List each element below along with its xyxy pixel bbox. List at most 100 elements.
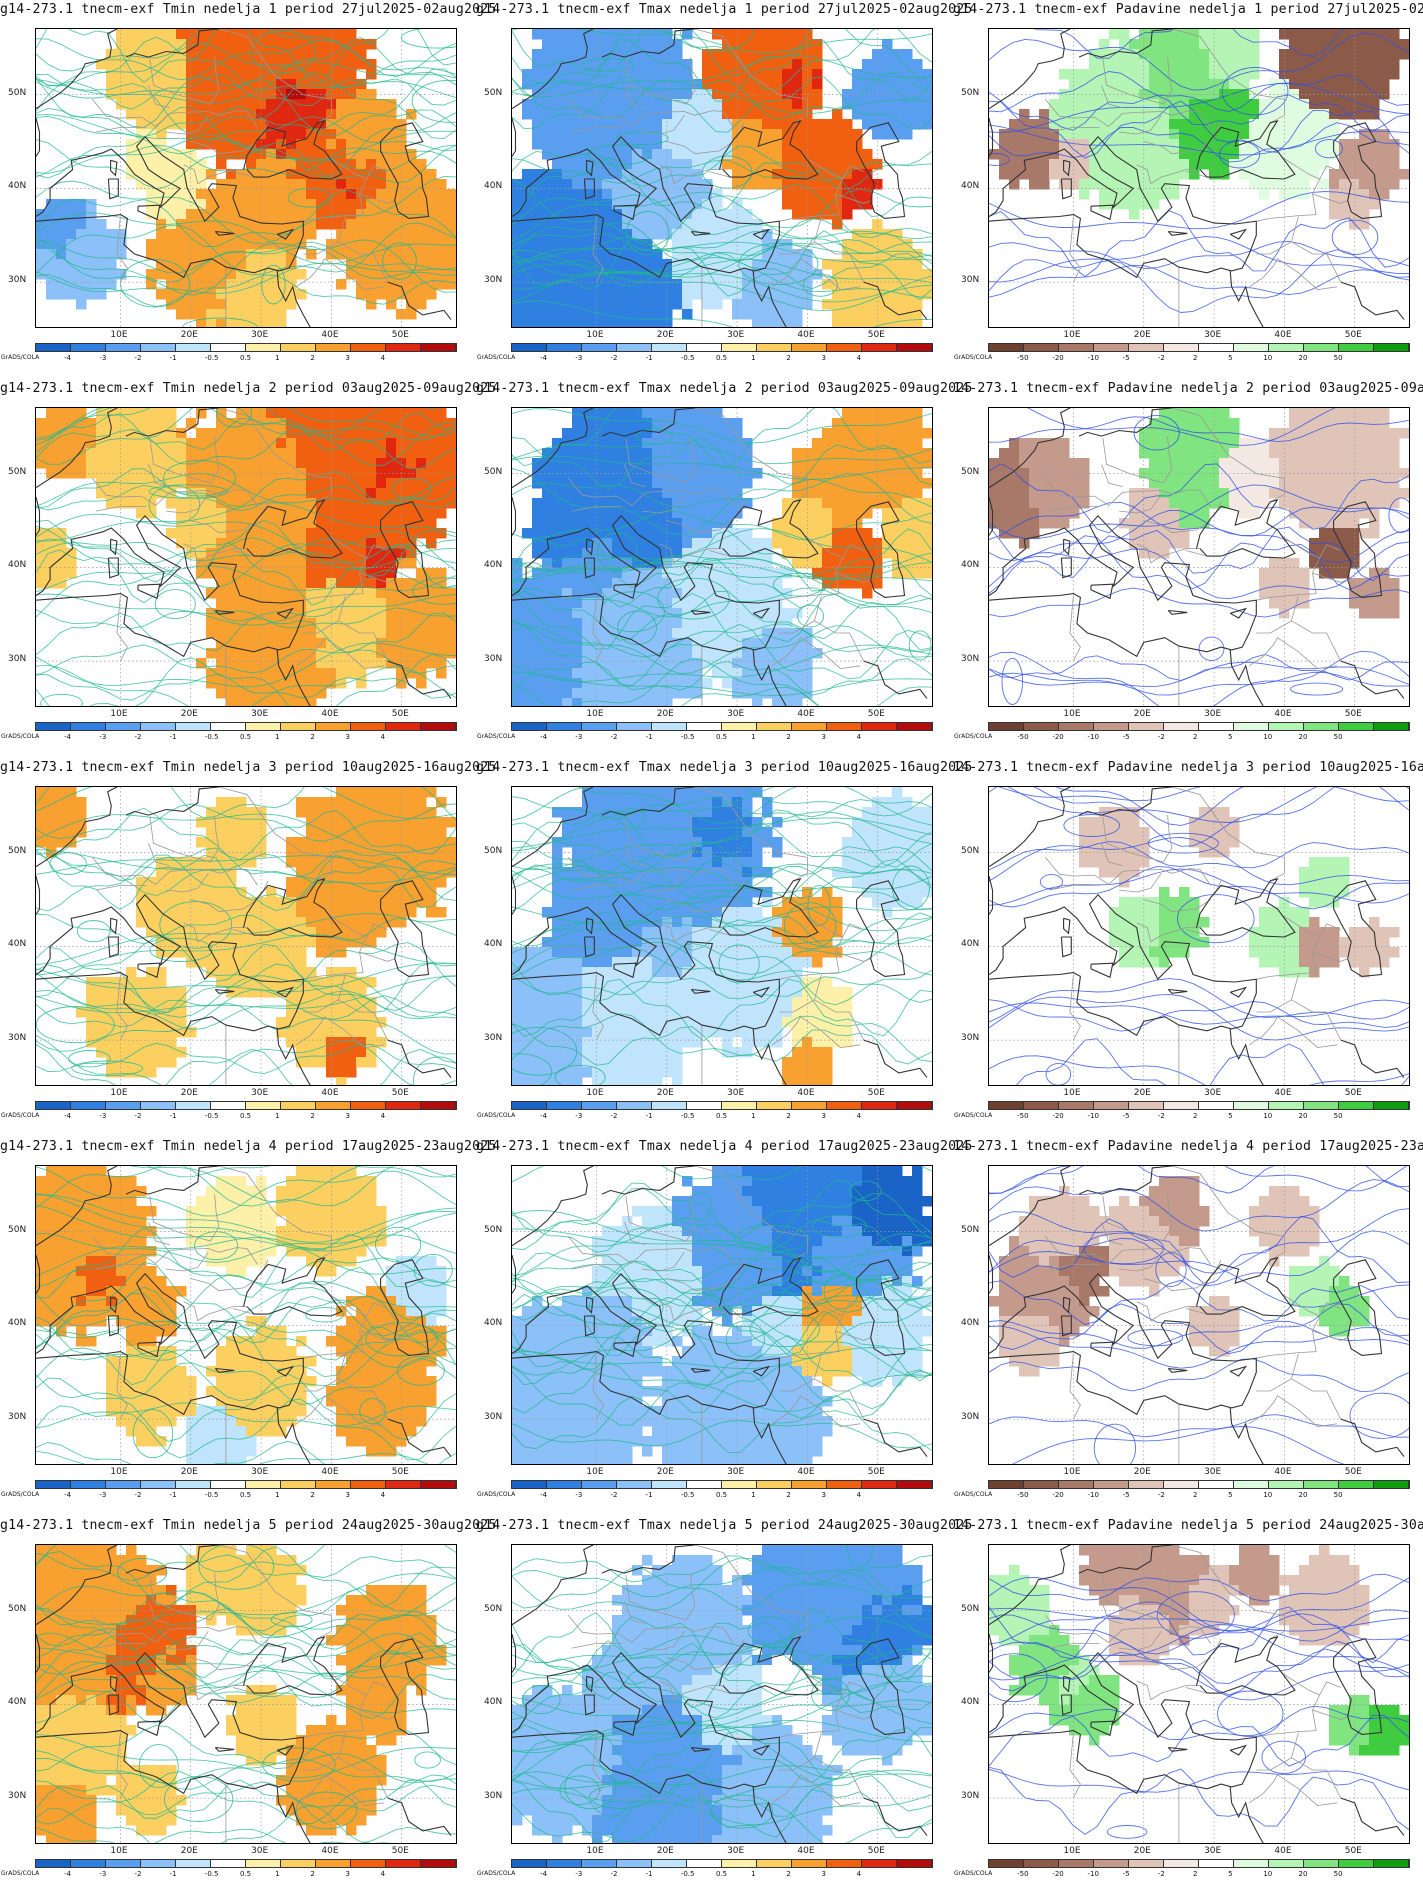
colorbar-swatch (1094, 1860, 1129, 1867)
colorbar-swatch (617, 1102, 652, 1109)
lon-tick-label: 50E (1344, 1088, 1362, 1098)
colorbar-label: 1 (751, 1112, 756, 1120)
colorbar-swatch (862, 344, 897, 351)
colorbar-swatch (547, 1481, 582, 1488)
colorbar-label: -3 (99, 354, 107, 362)
lon-tick-label: 40E (321, 709, 339, 719)
colorbar-swatch (1269, 723, 1304, 730)
lat-tick-label: 40N (8, 1697, 27, 1708)
lon-tick-label: 30E (1204, 1467, 1222, 1477)
colorbar-label: -50 (1017, 1112, 1029, 1120)
colorbar-swatch (1094, 344, 1129, 351)
lon-tick-label: 20E (656, 709, 674, 719)
lat-tick-label: 40N (8, 939, 27, 950)
colorbar-label: -5 (1122, 1491, 1130, 1499)
colorbar-label: -4 (540, 1112, 548, 1120)
colorbar-swatch (792, 1102, 827, 1109)
lat-tick-label: 40N (961, 939, 980, 950)
colorbar-label: -0.5 (204, 1870, 219, 1878)
shaded-anomaly-field (512, 1545, 932, 1843)
colorbar-swatch (1129, 1481, 1164, 1488)
colorbar-swatch (1129, 344, 1164, 351)
colorbar (35, 1480, 457, 1489)
colorbar-label: 10 (1263, 1870, 1273, 1878)
map-panel-3: g14-273.1 tnecm-exf Padavine nedelja 1 p… (953, 0, 1423, 378)
colorbar-swatch (36, 1860, 71, 1867)
map-canvas (35, 786, 457, 1086)
colorbar-label: -4 (64, 1491, 72, 1499)
lon-tick-label: 40E (1274, 1467, 1292, 1477)
lon-tick-label: 30E (251, 1088, 269, 1098)
lon-tick-label: 50E (1344, 1846, 1362, 1856)
colorbar-label: 4 (380, 1870, 386, 1878)
colorbar-swatch (316, 1860, 351, 1867)
colorbar-swatch (1164, 1481, 1199, 1488)
colorbar (511, 1859, 933, 1868)
colorbar-swatch (792, 1481, 827, 1488)
lon-tick-label: 20E (656, 330, 674, 340)
colorbar-label: 1 (751, 354, 756, 362)
colorbar-swatch (1339, 1481, 1374, 1488)
colorbar-swatch (897, 1481, 932, 1488)
colorbar-swatch (757, 723, 792, 730)
colorbar-label: -0.5 (680, 1870, 695, 1878)
grads-credit: GrADS/COLA (1, 1112, 40, 1119)
coastlines (512, 1545, 928, 1843)
panel-title: g14-273.1 tnecm-exf Tmin nedelja 5 perio… (0, 1518, 497, 1533)
panel-title: g14-273.1 tnecm-exf Tmax nedelja 2 perio… (476, 381, 973, 396)
colorbar-swatch (827, 1481, 862, 1488)
panel-title: g14-273.1 tnecm-exf Tmax nedelja 5 perio… (476, 1518, 973, 1533)
colorbar-swatch (281, 344, 316, 351)
colorbar-swatch (421, 1481, 456, 1488)
colorbar-label: -3 (575, 1491, 583, 1499)
colorbar-swatch (1024, 1860, 1059, 1867)
map-canvas (988, 28, 1410, 328)
shaded-anomaly-field (512, 787, 932, 1085)
lon-tick-label: 50E (391, 709, 409, 719)
colorbar-label: -1 (169, 1491, 177, 1499)
contour-lines (36, 29, 456, 327)
colorbar-swatch (1059, 1102, 1094, 1109)
colorbar-label: 2 (786, 1491, 791, 1499)
lon-tick-label: 50E (391, 1467, 409, 1477)
lon-tick-label: 30E (727, 1846, 745, 1856)
colorbar-swatch (281, 1481, 316, 1488)
colorbar-swatch (1199, 1481, 1234, 1488)
map-svg (36, 787, 456, 1085)
colorbar-label: 2 (1193, 1112, 1198, 1120)
colorbar-label: 2 (786, 1870, 791, 1878)
colorbar-label: 4 (380, 354, 386, 362)
colorbar-label: 20 (1298, 1491, 1308, 1499)
colorbar-label: -10 (1087, 1491, 1099, 1499)
grads-credit: GrADS/COLA (1, 1870, 40, 1877)
colorbar-swatch (617, 1860, 652, 1867)
lon-tick-label: 40E (797, 1467, 815, 1477)
lon-tick-label: 10E (586, 1088, 604, 1098)
colorbar-swatch (897, 1102, 932, 1109)
colorbar-label: -4 (64, 1112, 72, 1120)
colorbar-swatch (512, 1860, 547, 1867)
lon-tick-label: 10E (1063, 1088, 1081, 1098)
lon-tick-label: 10E (110, 1467, 128, 1477)
colorbar-label: -2 (1157, 354, 1165, 362)
colorbar-label: -1 (169, 1112, 177, 1120)
colorbar-label: 3 (345, 354, 350, 362)
colorbar-swatch (1129, 723, 1164, 730)
map-panel-7: g14-273.1 tnecm-exf Tmin nedelja 3 perio… (0, 758, 496, 1136)
lat-tick-label: 50N (484, 87, 503, 98)
colorbar-label: -10 (1087, 354, 1099, 362)
colorbar-label: -0.5 (204, 733, 219, 741)
colorbar-swatch (1199, 1102, 1234, 1109)
colorbar-label: -4 (64, 1870, 72, 1878)
colorbar-swatch (71, 1481, 106, 1488)
colorbar-swatch (141, 344, 176, 351)
colorbar (35, 1859, 457, 1868)
map-panel-11: g14-273.1 tnecm-exf Tmax nedelja 4 perio… (476, 1137, 972, 1515)
lon-tick-label: 40E (797, 709, 815, 719)
colorbar-label: 1 (275, 1870, 280, 1878)
colorbar-swatch (989, 1102, 1024, 1109)
country-borders (567, 1545, 871, 1843)
colorbar-label: 2 (310, 354, 315, 362)
lat-tick-label: 40N (961, 181, 980, 192)
map-canvas (511, 1544, 933, 1844)
